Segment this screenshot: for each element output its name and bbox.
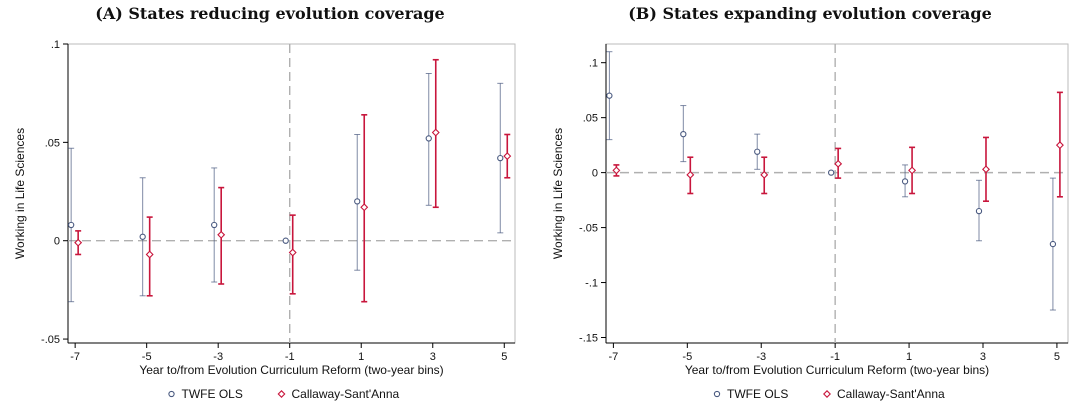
legend: TWFE OLS Callaway-Sant'Anna: [713, 387, 945, 401]
legend-label: TWFE OLS: [182, 387, 243, 401]
legend-marker: [277, 390, 286, 398]
x-axis-label: Year to/from Evolution Curriculum Reform…: [685, 363, 989, 377]
y-tick-label: -.05: [579, 223, 598, 235]
y-tick-label: 0: [54, 236, 60, 248]
chart-b-plot: -.15 -.1 -.05 0 .05 .1 -7 -5 -3 -1 1 3 5 Year to/from…: [551, 43, 1069, 401]
x-axis-label: Year to/from Evolution Curriculum Reform…: [139, 363, 443, 377]
chart-title: (B) States expanding evolution coverage: [628, 4, 992, 23]
series-callaway-santanna: [612, 91, 1064, 202]
x-tick-label: 3: [430, 351, 436, 363]
data-point: [1049, 240, 1057, 248]
x-tick-label: 3: [980, 351, 986, 363]
data-point: [680, 130, 687, 138]
data-point: [425, 135, 432, 142]
series-twfe-ols: [68, 73, 504, 303]
x-tick-label: 1: [906, 351, 912, 363]
data-point: [503, 152, 512, 161]
legend: TWFE OLS Callaway-Sant'Anna: [168, 387, 400, 401]
y-tick-label: .05: [45, 137, 60, 149]
data-point: [982, 165, 990, 174]
data-point: [606, 92, 613, 99]
x-tick-label: -1: [285, 351, 295, 363]
y-tick-label: 0: [592, 168, 598, 180]
x-tick-label: -1: [830, 351, 840, 363]
y-tick-label: .1: [589, 58, 598, 70]
y-tick-label: .05: [583, 113, 598, 125]
x-tick-label: 1: [358, 351, 364, 363]
data-point: [288, 248, 297, 257]
legend-label: Callaway-Sant'Anna: [837, 387, 945, 401]
data-point: [497, 154, 504, 162]
y-tick-label: -.05: [41, 334, 60, 346]
data-point: [754, 148, 761, 155]
data-point: [760, 170, 769, 179]
x-tick-label: -5: [142, 351, 152, 363]
data-point: [282, 237, 289, 244]
data-point: [145, 250, 154, 259]
legend-marker: [713, 390, 721, 398]
legend-marker: [823, 390, 831, 398]
plot-frame: [605, 43, 1069, 344]
data-point: [217, 230, 226, 239]
x-tick-label: -3: [213, 351, 223, 363]
data-point: [612, 166, 621, 175]
legend-marker: [168, 390, 175, 398]
x-tick-label: -7: [70, 351, 80, 363]
series-callaway-santanna: [74, 58, 512, 303]
y-axis-label: Working in Life Sciences: [13, 128, 27, 259]
x-tick-label: -3: [756, 351, 766, 363]
y-tick-label: -.15: [579, 333, 598, 345]
data-point: [908, 166, 917, 175]
data-point: [975, 207, 983, 215]
legend-label: Callaway-Sant'Anna: [292, 387, 400, 401]
chart-panel-b: (B) States expanding evolution coverage …: [540, 0, 1080, 410]
data-point: [1055, 141, 1064, 150]
data-point: [354, 198, 361, 205]
y-tick-label: .1: [51, 39, 60, 51]
x-tick-label: 5: [501, 351, 507, 363]
x-tick-label: -7: [609, 351, 619, 363]
x-tick-label: -5: [682, 351, 692, 363]
data-point: [360, 203, 369, 212]
y-tick-label: -.1: [585, 278, 598, 290]
data-point: [828, 169, 835, 176]
x-tick-label: 5: [1054, 351, 1060, 363]
plot-frame: [67, 43, 516, 344]
chart-panel-a: (A) States reducing evolution coverage -…: [13, 4, 516, 401]
series-twfe-ols: [606, 51, 1057, 311]
legend-label: TWFE OLS: [727, 387, 788, 401]
data-point: [901, 178, 909, 185]
data-point: [686, 170, 695, 179]
chart-a-plot: -.05 0 .05 .1 -7 -5 -3 -1 1 3 5 Year to/from Evolut…: [13, 39, 516, 401]
chart-title: (A) States reducing evolution coverage: [95, 4, 445, 23]
data-point: [431, 128, 440, 137]
data-point: [211, 221, 218, 229]
data-point: [834, 159, 843, 168]
data-point: [68, 221, 75, 229]
data-point: [74, 238, 83, 247]
data-point: [139, 233, 146, 240]
y-axis-label: Working in Life Sciences: [551, 128, 565, 259]
